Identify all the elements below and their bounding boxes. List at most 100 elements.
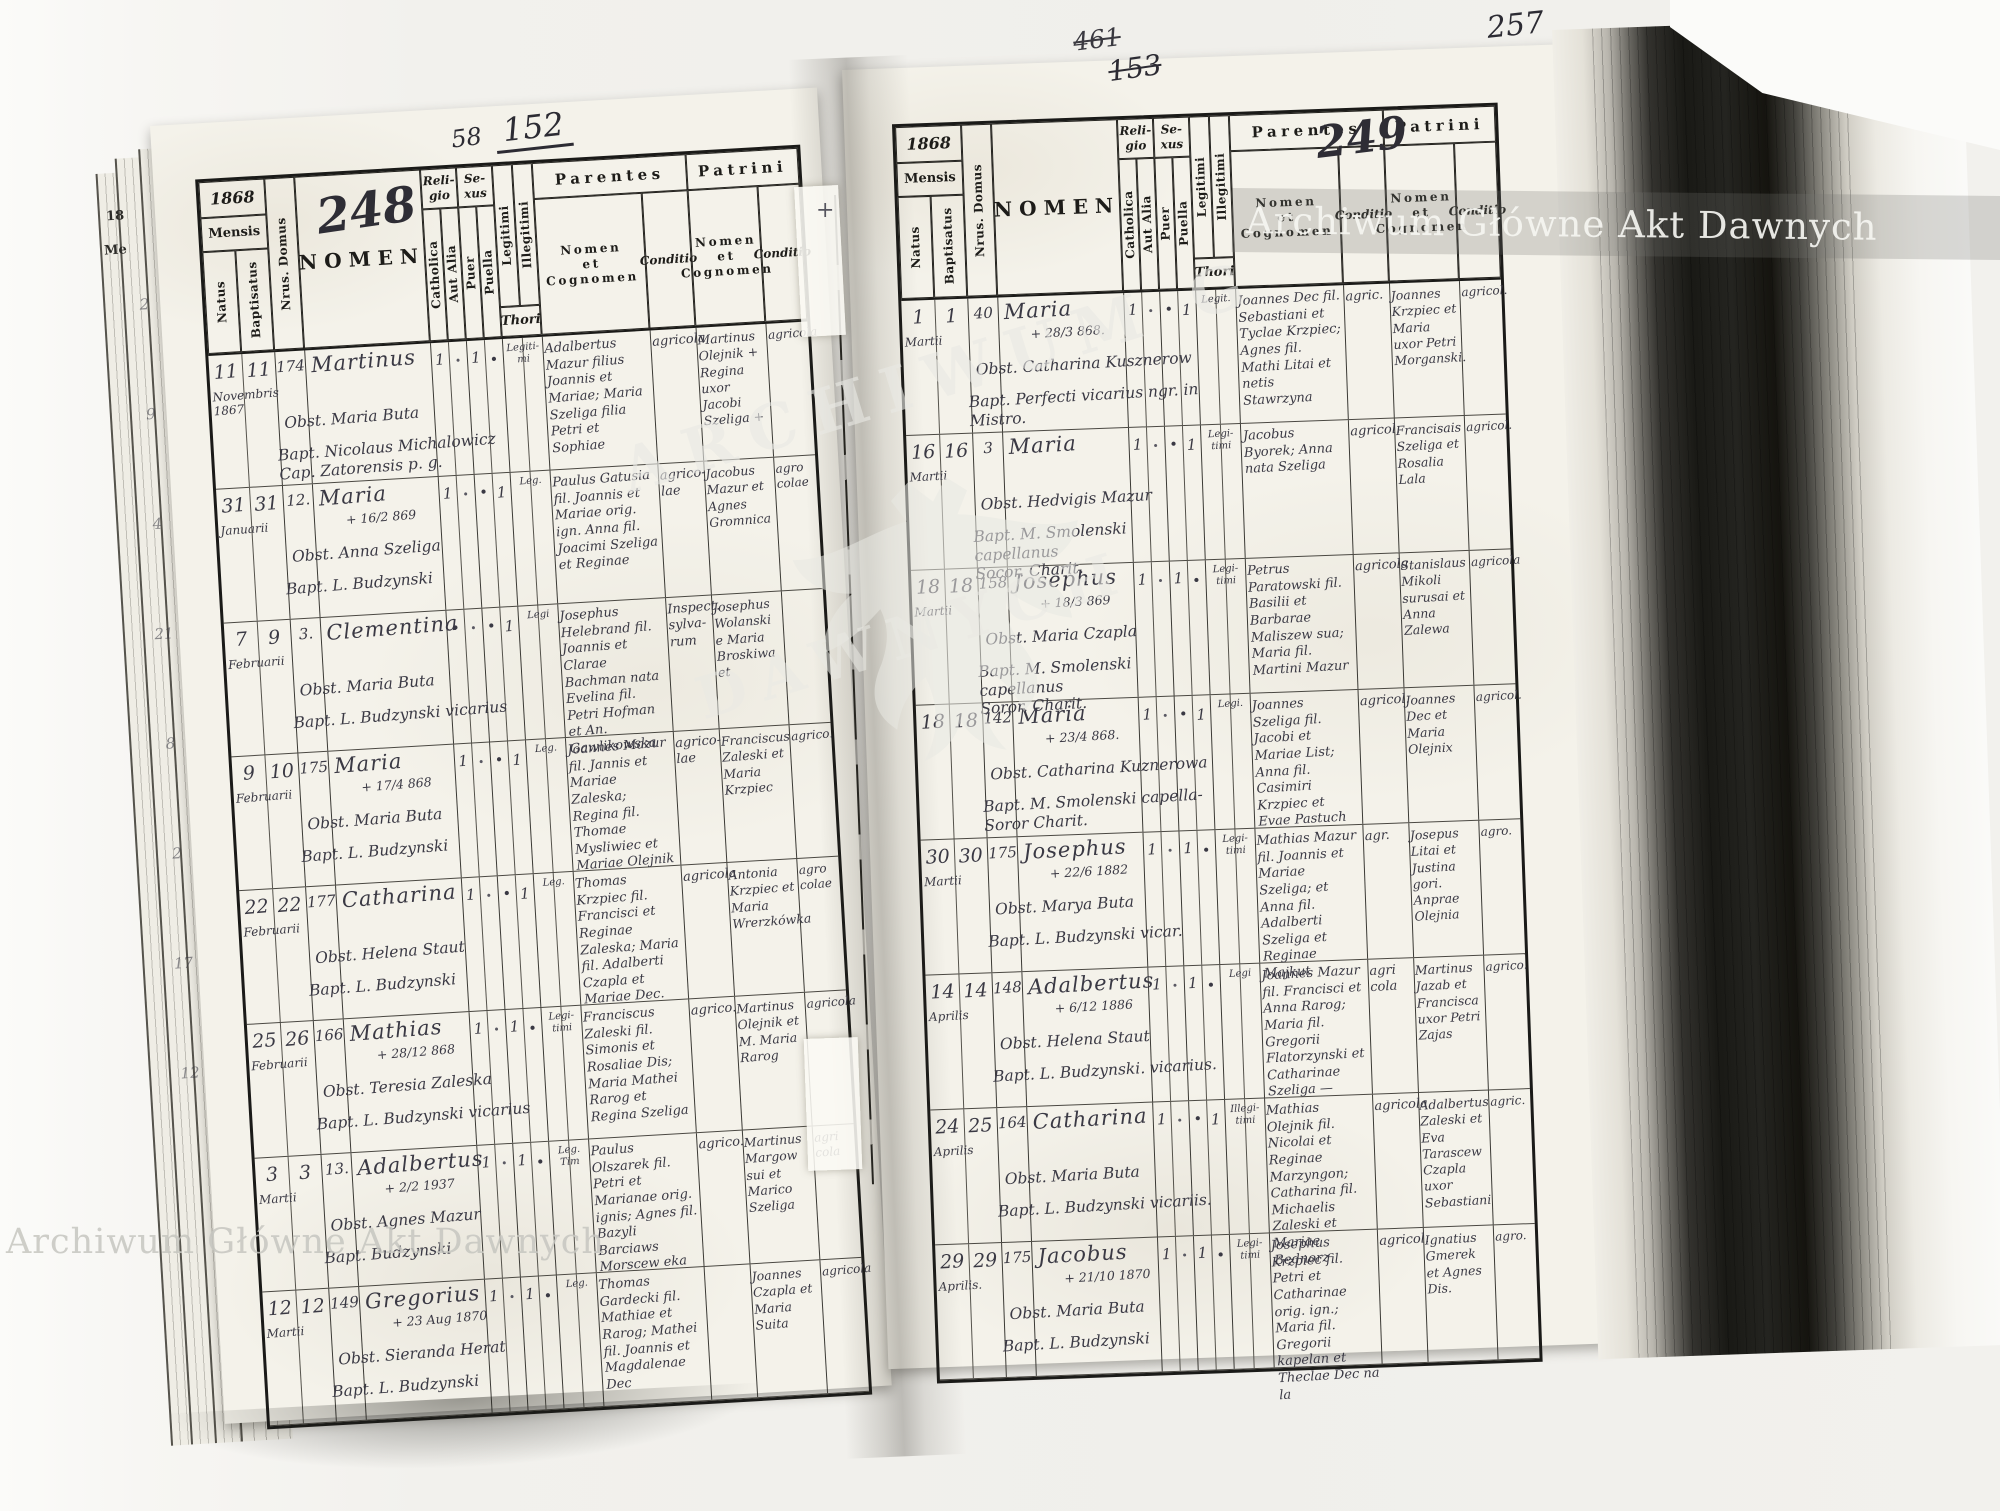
row-month: Februarii xyxy=(250,1055,309,1074)
stack-number: 17 xyxy=(173,953,194,973)
row-death-note: + 23 Aug 1870 xyxy=(391,1307,488,1331)
row-religio-catholica-mark: 1 xyxy=(1137,570,1148,589)
row-baptisatus-day: 18 xyxy=(953,709,979,733)
col-header-sexus: Se- xus xyxy=(455,165,495,208)
row-natus-day: 9 xyxy=(242,761,256,785)
row-sexus-puer-mark: 1 xyxy=(508,1017,520,1036)
row-baptizer-line: Bapt. L. Budzynski xyxy=(308,970,457,1000)
row-legitimacy-note: Legi- timi xyxy=(548,1009,575,1035)
col-header-mensis: Mensis xyxy=(896,160,964,198)
row-sexus-puer-mark: ∙ xyxy=(479,482,488,501)
register-row: 24 25 Aprilis 164 Catharina Obst. Maria … xyxy=(930,1089,1535,1268)
row-godparents-names: Martinus Margow sui et Marico Szeliga xyxy=(743,1130,802,1215)
row-religio-alia-mark: ∙ xyxy=(1167,843,1174,857)
row-parents-conditio: agrico. xyxy=(690,1000,737,1019)
row-sexus-puella-mark: ∙ xyxy=(1216,1245,1225,1264)
register-row: 30 30 Martii 175 Josephus + 22/6 1882 Ob… xyxy=(920,819,1526,982)
row-month: Martii xyxy=(923,873,963,890)
row-religio-catholica-mark: 1 xyxy=(473,1019,484,1038)
register-row: 1 1 Martii 40 Maria + 28/3 868. Obst. Ca… xyxy=(901,279,1508,436)
register-row: 18 18 Martii 158 Josephus + 18/3 869 Obs… xyxy=(910,549,1521,718)
row-house-number: 177 xyxy=(306,891,337,912)
row-sexus-puer-mark: ∙ xyxy=(502,883,512,902)
row-legitimacy-note: Legi xyxy=(1228,967,1252,980)
row-legitimacy-note: Leg. xyxy=(534,742,558,756)
row-midwife-line: Obst. Teresia Zaleska xyxy=(322,1069,493,1102)
register-table-left: 248 1868 Mensis Natus Baptisatus Nrus. D… xyxy=(195,144,873,1430)
row-religio-alia-mark: ∙ xyxy=(508,1289,516,1304)
row-sexus-puer-mark: 1 xyxy=(1182,838,1194,858)
row-godparents-conditio: agro. xyxy=(1480,823,1513,840)
stack-number: 21 xyxy=(153,624,174,644)
row-baptism-name: Maria xyxy=(1017,700,1088,729)
col-header-patrini-nomen: Nomen et Cognomen xyxy=(1375,143,1469,282)
row-religio-catholica-mark: 1 xyxy=(488,1286,500,1306)
row-parents-names: Joannes Dec fil. Sebastiani et Tyclae Kr… xyxy=(1237,288,1342,409)
row-house-number: 40 xyxy=(973,303,994,323)
row-sexus-puella-mark: 1 xyxy=(511,750,523,770)
row-legitimacy-note: Legiti- mi xyxy=(505,340,540,365)
row-legitimacy-note: Legi xyxy=(526,608,550,622)
row-godparents-conditio: agricol. xyxy=(1475,687,1523,705)
row-sexus-puer-mark: ∙ xyxy=(1164,299,1173,318)
row-sexus-puella-mark: ∙ xyxy=(543,1285,553,1305)
book-block-edge xyxy=(1552,15,2000,1360)
row-baptisatus-day: 31 xyxy=(253,492,280,516)
col-header-thori: Thori xyxy=(500,304,542,338)
row-baptizer-line: Bapt. L. Budzynski. vicarius. xyxy=(992,1055,1218,1086)
row-legitimacy-note: Legi- timi xyxy=(1236,1237,1263,1262)
row-midwife-line: Obst. Maria Buta xyxy=(299,671,436,700)
row-baptisatus-day: 11 xyxy=(245,358,272,383)
stack-year-fragment: 18 xyxy=(105,208,125,225)
row-death-note: + 6/12 1886 xyxy=(1054,996,1134,1016)
row-godparents-names: Martinus Olejnik + Regina uxor Jacobi Sz… xyxy=(696,328,765,429)
row-parents-conditio: agricola xyxy=(1354,556,1409,575)
row-religio-alia-mark: ∙ xyxy=(1171,978,1179,992)
stack-number: 2 xyxy=(139,295,150,314)
row-baptizer-line: Bapt. Perfecti vicarius ngr. in Mistro. xyxy=(968,380,1199,430)
row-sexus-puella-mark: ∙ xyxy=(528,1018,537,1037)
table-body-left: 11 11 Novembris 1867 174 Martinus Obst. … xyxy=(208,321,872,1427)
row-natus-day: 12 xyxy=(266,1296,293,1321)
row-religio-catholica-mark: 1 xyxy=(1146,840,1158,859)
row-parents-conditio: agri cola xyxy=(1368,962,1398,996)
row-godparents-conditio: agricola xyxy=(821,1260,872,1279)
row-month: Aprilis xyxy=(933,1142,974,1160)
col-header-religio: Reli- gio xyxy=(419,167,459,210)
col-header-thori: Thori xyxy=(1193,257,1236,289)
row-legitimacy-note: Legi. xyxy=(1217,697,1244,711)
row-legitimacy-note: Legi- timi xyxy=(1207,427,1234,452)
row-parents-conditio: agric. xyxy=(1345,287,1384,305)
row-godparents-names: Martinus Olejnik et M. Maria Rarog xyxy=(735,996,800,1065)
row-sexus-puella-mark: 1 xyxy=(496,483,508,502)
row-baptizer-line: Bapt. L. Budzynski vicariis. xyxy=(997,1190,1213,1221)
row-religio-catholica-mark: 1 xyxy=(457,751,469,771)
row-parents-conditio: agr. xyxy=(1364,827,1391,845)
row-sexus-puella-mark: 1 xyxy=(1210,1110,1222,1129)
row-parents-names: Josephus Krzpiec fil. Petri et Catharina… xyxy=(1270,1235,1380,1403)
row-godparents-names: Josepus Litai et Justina gori. Anprae Ol… xyxy=(1409,825,1460,924)
row-godparents-names: Jacobus Mazur et Agnes Gromnica xyxy=(704,462,772,530)
row-religio-alia-mark: ∙ xyxy=(1147,303,1154,318)
row-religio-catholica-mark: 1 xyxy=(1141,705,1153,724)
annotation-left-small: 58 xyxy=(449,121,484,154)
row-parents-conditio: agrico-lae xyxy=(659,465,707,500)
row-month: Martii xyxy=(909,468,948,485)
row-death-note: + 28/3 868. xyxy=(1030,322,1106,342)
row-house-number: 3 xyxy=(982,438,994,458)
register-page-right: 461 153 257 249 1868 Mensis Natus Baptis… xyxy=(842,5,1613,1403)
row-parents-names: Petrus Paratowski fil. Basilii et Barbar… xyxy=(1246,561,1349,679)
row-baptism-name: Josephus xyxy=(1012,564,1118,595)
row-religio-alia-mark: ∙ xyxy=(485,888,493,902)
row-baptisatus-day: 22 xyxy=(276,893,303,918)
row-religio-alia-mark: ∙ xyxy=(1152,438,1159,453)
row-parents-names: Joannes Mazur fil. Francisci et Anna Rar… xyxy=(1261,963,1365,1100)
row-midwife-line: Obst. Sieranda Herat xyxy=(337,1337,507,1369)
row-sexus-puer-mark: ∙ xyxy=(1169,434,1178,453)
table-body-right: 1 1 Martii 40 Maria + 28/3 868. Obst. Ca… xyxy=(901,279,1540,1403)
row-religio-catholica-mark: 1 xyxy=(442,484,454,503)
annotation-left-main: 152 xyxy=(492,103,574,155)
row-death-note: + 17/4 868 xyxy=(360,774,433,795)
row-sexus-puer-mark: 1 xyxy=(516,1150,528,1170)
row-religio-catholica-mark: ∙ xyxy=(450,617,460,637)
